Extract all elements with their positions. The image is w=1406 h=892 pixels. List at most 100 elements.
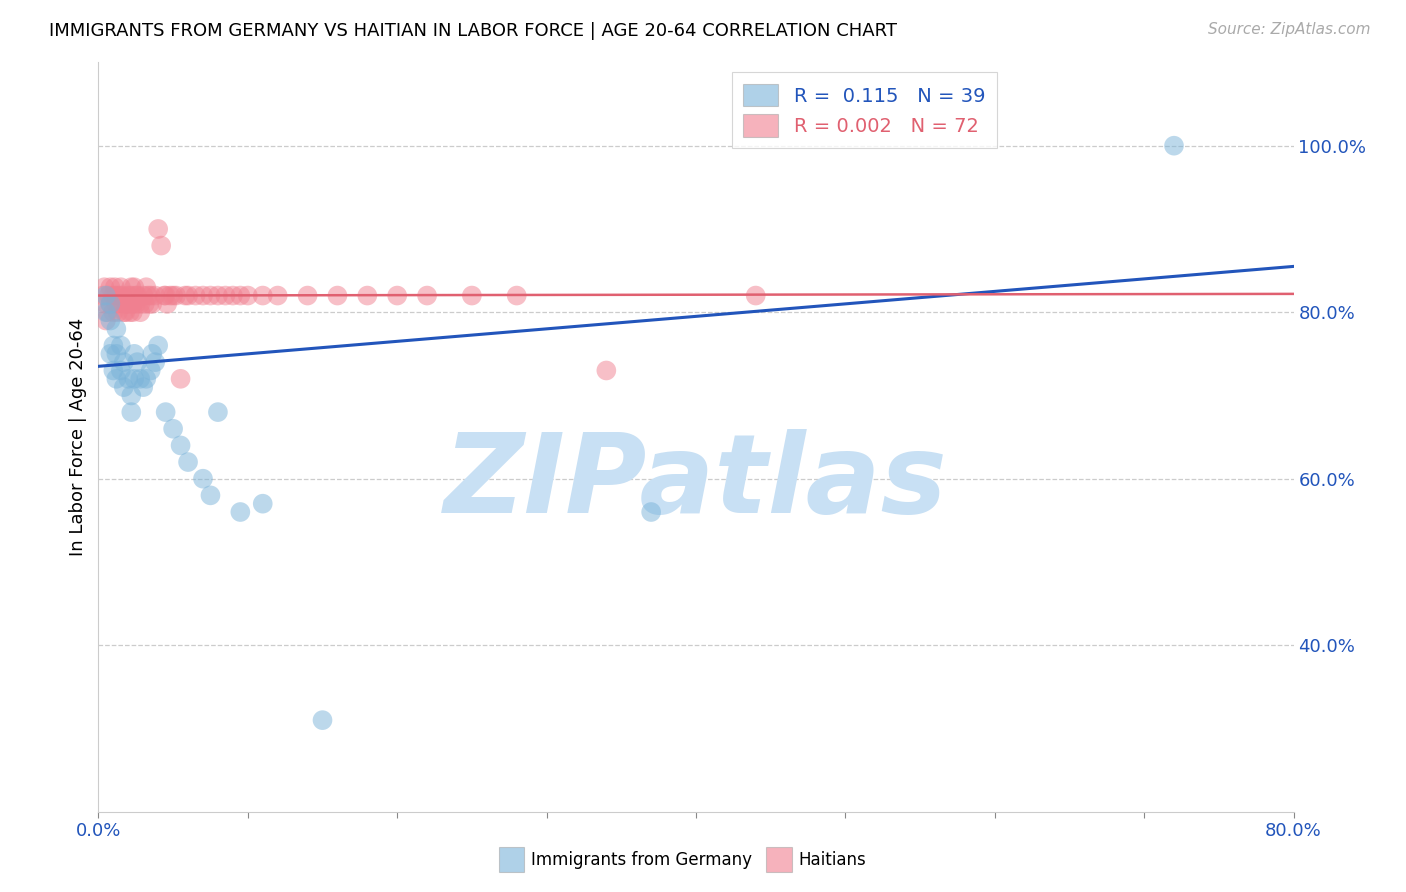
Point [124,347,146,361]
Point [108,288,131,302]
Point [297,288,319,302]
Point [222,288,245,302]
Point [125,288,148,302]
Point [416,288,439,302]
Point [110,280,132,294]
Point [385,288,409,302]
Point [97,288,120,302]
Point [112,380,135,394]
Point [139,363,162,377]
Point [117,372,139,386]
Text: ZIPatlas: ZIPatlas [444,428,948,535]
Text: IMMIGRANTS FROM GERMANY VS HAITIAN IN LABOR FORCE | AGE 20-64 CORRELATION CHART: IMMIGRANTS FROM GERMANY VS HAITIAN IN LA… [49,22,897,40]
Point [214,288,236,302]
Point [117,297,139,311]
Point [640,505,662,519]
Point [120,405,142,419]
Point [252,497,274,511]
Point [177,455,200,469]
Point [98,297,122,311]
Point [118,305,141,319]
Point [184,288,207,302]
Point [91,288,114,302]
Point [107,305,129,319]
Point [121,305,143,319]
Point [98,280,122,294]
Point [110,363,132,377]
Legend: R =  0.115   N = 39, R = 0.002   N = 72: R = 0.115 N = 39, R = 0.002 N = 72 [731,72,997,148]
Point [745,288,768,302]
Point [169,438,191,452]
Point [110,338,132,352]
Point [105,322,128,336]
Point [595,363,617,377]
Point [356,288,378,302]
Point [115,297,138,311]
Point [104,280,127,294]
Point [177,288,200,302]
Point [129,305,152,319]
Point [200,488,222,502]
Point [461,288,484,302]
Point [94,313,117,327]
Point [155,405,177,419]
Point [141,297,163,311]
Point [98,313,122,327]
Point [103,288,125,302]
Point [132,288,155,302]
Point [127,288,149,302]
Point [174,288,197,302]
Point [94,305,117,319]
Point [165,288,187,302]
Point [155,288,177,302]
Point [162,422,184,436]
Point [156,297,179,311]
Point [120,280,142,294]
Point [112,355,135,369]
Point [125,297,148,311]
Point [311,713,333,727]
Point [267,288,290,302]
Point [191,288,214,302]
Point [124,280,146,294]
Point [114,297,136,311]
Point [129,372,152,386]
Point [112,305,135,319]
Point [105,297,128,311]
Point [236,288,259,302]
Point [1163,138,1185,153]
Point [132,380,155,394]
Point [148,338,170,352]
Point [143,355,166,369]
Point [124,372,146,386]
Point [135,372,157,386]
Point [229,505,252,519]
Point [93,280,115,294]
Point [105,347,128,361]
Point [127,355,149,369]
Point [135,280,157,294]
Point [103,363,125,377]
Point [150,238,173,252]
Point [98,297,122,311]
Point [141,347,163,361]
Point [103,305,125,319]
Point [138,297,160,311]
Point [207,405,229,419]
Point [94,288,117,302]
Point [200,288,222,302]
Point [120,388,142,402]
Point [120,288,142,302]
Point [143,288,166,302]
Point [103,338,125,352]
Point [136,288,159,302]
Point [105,372,128,386]
Point [207,288,229,302]
Point [117,288,139,302]
Point [129,297,152,311]
Point [96,305,118,319]
Point [252,288,274,302]
Text: Haitians: Haitians [799,851,866,869]
Point [191,472,214,486]
Point [114,305,136,319]
